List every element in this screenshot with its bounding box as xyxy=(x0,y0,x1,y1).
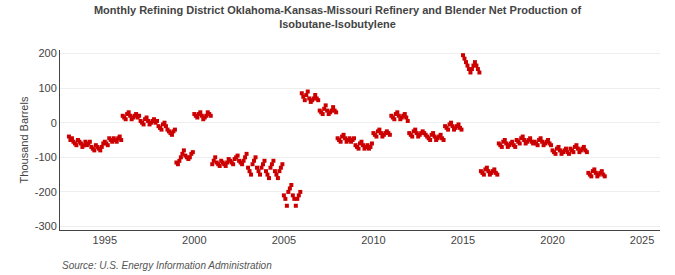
svg-text:Thousand Barrels: Thousand Barrels xyxy=(18,96,30,183)
svg-text:100: 100 xyxy=(38,82,56,94)
svg-text:2020: 2020 xyxy=(540,234,564,246)
svg-text:2000: 2000 xyxy=(182,234,206,246)
svg-text:200: 200 xyxy=(38,47,56,59)
svg-text:Monthly Refining District Okla: Monthly Refining District Oklahoma-Kansa… xyxy=(94,4,581,30)
svg-text:0: 0 xyxy=(51,117,57,129)
svg-text:2010: 2010 xyxy=(361,234,385,246)
svg-text:2005: 2005 xyxy=(272,234,296,246)
svg-text:-200: -200 xyxy=(35,186,57,198)
svg-text:-100: -100 xyxy=(35,151,57,163)
svg-text:-300: -300 xyxy=(35,220,57,232)
svg-text:2015: 2015 xyxy=(451,234,475,246)
svg-text:2025: 2025 xyxy=(630,234,654,246)
svg-text:Source: U.S. Energy Informatio: Source: U.S. Energy Information Administ… xyxy=(62,260,272,271)
svg-text:1995: 1995 xyxy=(93,234,117,246)
